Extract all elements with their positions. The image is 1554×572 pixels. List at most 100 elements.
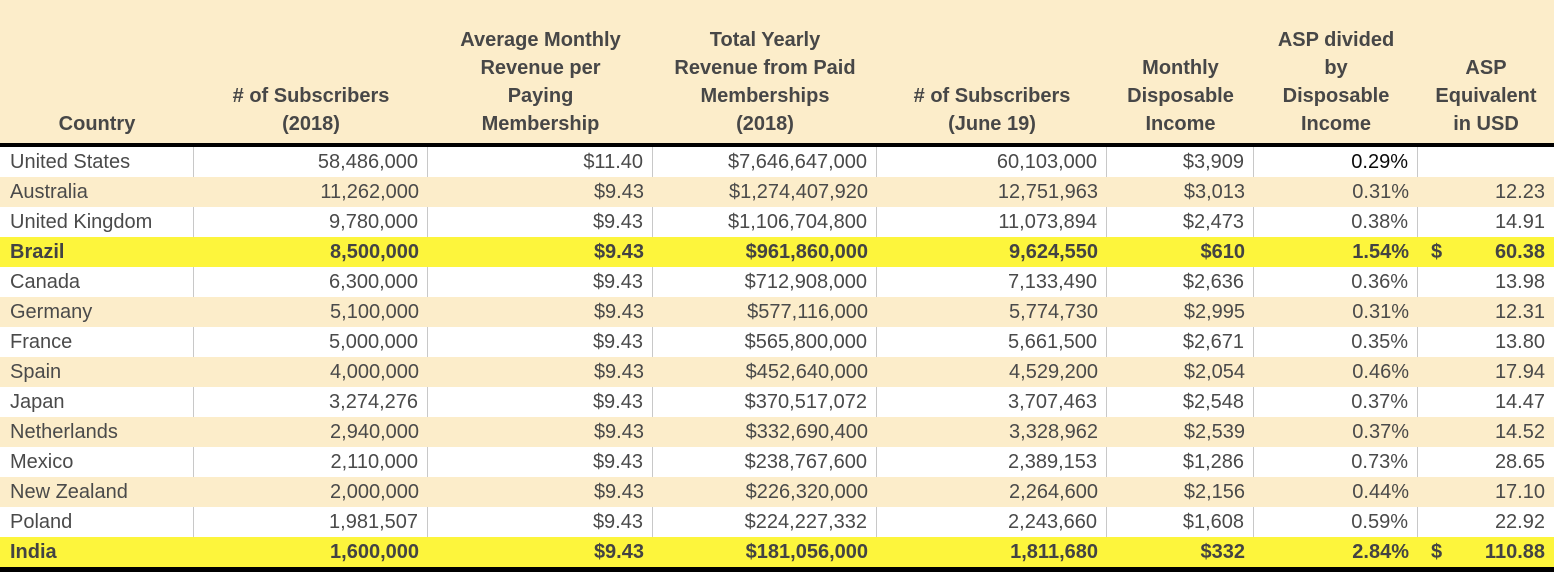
cell-total-yearly-revenue[interactable]: $577,116,000 xyxy=(747,301,868,323)
cell-avg-monthly-revenue[interactable]: $9.43 xyxy=(593,241,644,263)
header-subscribers-june19[interactable]: # of Subscribers (June 19) xyxy=(913,85,1071,135)
cell-subscribers-june19[interactable]: 9,624,550 xyxy=(1009,241,1098,263)
cell-monthly-disposable-income[interactable]: $610 xyxy=(1200,241,1246,263)
header-total-yearly-revenue[interactable]: Total Yearly Revenue from Paid Membershi… xyxy=(674,29,856,135)
cell-asp-divided-by-income[interactable]: 0.59% xyxy=(1254,507,1418,537)
cell-asp-divided-by-income[interactable]: 2.84% xyxy=(1352,541,1409,563)
header-avg-monthly-revenue[interactable]: Average Monthly Revenue per Paying Membe… xyxy=(460,29,621,135)
cell-asp-equivalent-usd[interactable]: 14.47 xyxy=(1418,387,1554,417)
cell-asp-equivalent-usd[interactable]: 17.10 xyxy=(1418,477,1554,507)
header-asp-divided-by-income[interactable]: ASP divided by Disposable Income xyxy=(1277,29,1395,135)
cell-country[interactable]: Australia xyxy=(10,181,88,203)
cell-monthly-disposable-income[interactable]: $3,013 xyxy=(1183,181,1245,203)
cell-subscribers-june19[interactable]: 11,073,894 xyxy=(877,207,1107,237)
cell-asp-equivalent-usd[interactable]: 12.23 xyxy=(1418,177,1554,207)
cell-country[interactable]: New Zealand xyxy=(10,481,128,503)
cell-avg-monthly-revenue[interactable]: $9.43 xyxy=(428,387,653,417)
cell-total-yearly-revenue[interactable]: $332,690,400 xyxy=(745,421,868,443)
cell-monthly-disposable-income[interactable]: $2,473 xyxy=(1107,207,1254,237)
cell-country[interactable]: Brazil xyxy=(10,241,65,263)
cell-subscribers-2018[interactable]: 11,262,000 xyxy=(320,181,419,203)
cell-monthly-disposable-income[interactable]: $1,608 xyxy=(1107,507,1254,537)
cell-monthly-disposable-income[interactable]: $2,671 xyxy=(1107,327,1254,357)
cell-subscribers-june19[interactable]: 3,328,962 xyxy=(1009,421,1098,443)
cell-monthly-disposable-income[interactable]: $2,636 xyxy=(1107,267,1254,297)
cell-asp-equivalent-usd[interactable]: 14.52 xyxy=(1418,417,1554,447)
cell-avg-monthly-revenue[interactable]: $11.40 xyxy=(428,147,653,177)
cell-avg-monthly-revenue[interactable]: $9.43 xyxy=(593,361,644,383)
cell-country[interactable]: Spain xyxy=(10,361,62,383)
cell-asp-divided-by-income[interactable]: 0.36% xyxy=(1254,267,1418,297)
header-subscribers-2018[interactable]: # of Subscribers (2018) xyxy=(232,85,390,135)
cell-subscribers-2018[interactable]: 1,600,000 xyxy=(330,541,419,563)
cell-avg-monthly-revenue[interactable]: $9.43 xyxy=(428,267,653,297)
cell-total-yearly-revenue[interactable]: $7,646,647,000 xyxy=(653,147,877,177)
header-asp-equivalent-usd[interactable]: ASP Equivalent in USD xyxy=(1435,57,1537,135)
cell-monthly-disposable-income[interactable]: $2,995 xyxy=(1183,301,1245,323)
cell-total-yearly-revenue[interactable]: $1,274,407,920 xyxy=(728,181,868,203)
cell-total-yearly-revenue[interactable]: $452,640,000 xyxy=(745,361,868,383)
cell-total-yearly-revenue[interactable]: $224,227,332 xyxy=(653,507,877,537)
cell-subscribers-2018[interactable]: 2,110,000 xyxy=(194,447,428,477)
cell-avg-monthly-revenue[interactable]: $9.43 xyxy=(593,541,644,563)
cell-country[interactable]: Netherlands xyxy=(10,421,118,443)
cell-avg-monthly-revenue[interactable]: $9.43 xyxy=(593,181,644,203)
cell-total-yearly-revenue[interactable]: $181,056,000 xyxy=(745,541,868,563)
cell-asp-equivalent-usd[interactable]: 17.94 xyxy=(1418,357,1554,387)
cell-asp-divided-by-income[interactable]: 0.31% xyxy=(1352,181,1409,203)
cell-monthly-disposable-income[interactable]: $2,054 xyxy=(1183,361,1245,383)
cell-asp-equivalent-usd[interactable]: $110.88 xyxy=(1418,537,1554,567)
cell-country[interactable]: United Kingdom xyxy=(0,207,194,237)
cell-asp-equivalent-usd[interactable]: 28.65 xyxy=(1418,447,1554,477)
cell-subscribers-2018[interactable]: 9,780,000 xyxy=(194,207,428,237)
cell-asp-equivalent-usd[interactable]: $60.38 xyxy=(1418,237,1554,267)
cell-country[interactable]: Mexico xyxy=(0,447,194,477)
cell-asp-equivalent-usd[interactable]: 13.98 xyxy=(1418,267,1554,297)
cell-asp-divided-by-income[interactable]: 0.31% xyxy=(1352,301,1409,323)
cell-total-yearly-revenue[interactable]: $961,860,000 xyxy=(745,241,868,263)
cell-subscribers-june19[interactable]: 12,751,963 xyxy=(997,181,1098,203)
cell-asp-equivalent-usd[interactable]: 14.91 xyxy=(1418,207,1554,237)
cell-avg-monthly-revenue[interactable]: $9.43 xyxy=(428,507,653,537)
cell-asp-equivalent-usd[interactable] xyxy=(1418,147,1554,177)
cell-subscribers-june19[interactable]: 4,529,200 xyxy=(1009,361,1098,383)
cell-country[interactable]: Japan xyxy=(0,387,194,417)
cell-monthly-disposable-income[interactable]: $2,156 xyxy=(1183,481,1245,503)
cell-total-yearly-revenue[interactable]: $1,106,704,800 xyxy=(653,207,877,237)
cell-country[interactable]: India xyxy=(10,541,57,563)
cell-avg-monthly-revenue[interactable]: $9.43 xyxy=(428,327,653,357)
cell-subscribers-june19[interactable]: 1,811,680 xyxy=(1010,541,1098,563)
cell-total-yearly-revenue[interactable]: $565,800,000 xyxy=(653,327,877,357)
header-monthly-disposable-income[interactable]: Monthly Disposable Income xyxy=(1127,57,1234,135)
cell-total-yearly-revenue[interactable]: $238,767,600 xyxy=(653,447,877,477)
cell-asp-equivalent-usd[interactable]: 22.92 xyxy=(1418,507,1554,537)
cell-subscribers-june19[interactable]: 2,243,660 xyxy=(877,507,1107,537)
cell-avg-monthly-revenue[interactable]: $9.43 xyxy=(593,481,644,503)
cell-subscribers-2018[interactable]: 5,000,000 xyxy=(194,327,428,357)
cell-avg-monthly-revenue[interactable]: $9.43 xyxy=(593,301,644,323)
cell-monthly-disposable-income[interactable]: $1,286 xyxy=(1107,447,1254,477)
cell-subscribers-2018[interactable]: 5,100,000 xyxy=(330,301,419,323)
cell-subscribers-june19[interactable]: 60,103,000 xyxy=(877,147,1107,177)
cell-asp-divided-by-income[interactable]: 0.38% xyxy=(1254,207,1418,237)
cell-country[interactable]: United States xyxy=(0,147,194,177)
cell-subscribers-2018[interactable]: 4,000,000 xyxy=(330,361,419,383)
cell-subscribers-june19[interactable]: 7,133,490 xyxy=(877,267,1107,297)
cell-country[interactable]: France xyxy=(0,327,194,357)
cell-asp-divided-by-income[interactable]: 0.29% xyxy=(1254,147,1418,177)
cell-asp-divided-by-income[interactable]: 1.54% xyxy=(1352,241,1409,263)
cell-subscribers-june19[interactable]: 2,389,153 xyxy=(877,447,1107,477)
cell-total-yearly-revenue[interactable]: $712,908,000 xyxy=(653,267,877,297)
cell-monthly-disposable-income[interactable]: $2,548 xyxy=(1107,387,1254,417)
cell-asp-divided-by-income[interactable]: 0.46% xyxy=(1352,361,1409,383)
cell-total-yearly-revenue[interactable]: $226,320,000 xyxy=(745,481,868,503)
cell-asp-equivalent-usd[interactable]: 13.80 xyxy=(1418,327,1554,357)
header-country[interactable]: Country xyxy=(58,113,136,135)
cell-monthly-disposable-income[interactable]: $332 xyxy=(1200,541,1246,563)
cell-subscribers-2018[interactable]: 1,981,507 xyxy=(194,507,428,537)
cell-subscribers-june19[interactable]: 3,707,463 xyxy=(877,387,1107,417)
cell-country[interactable]: Canada xyxy=(0,267,194,297)
cell-subscribers-june19[interactable]: 5,774,730 xyxy=(1009,301,1098,323)
cell-avg-monthly-revenue[interactable]: $9.43 xyxy=(428,207,653,237)
cell-asp-divided-by-income[interactable]: 0.37% xyxy=(1254,387,1418,417)
